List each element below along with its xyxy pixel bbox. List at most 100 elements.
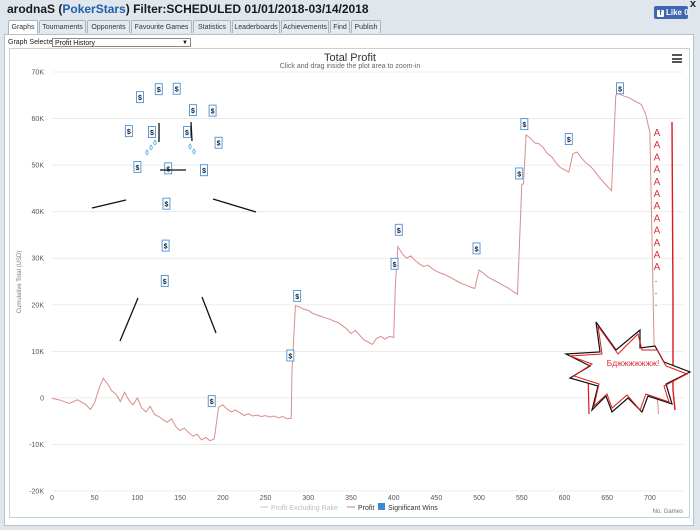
doodle-arm-left [91, 199, 127, 209]
win-flag-box [133, 160, 142, 173]
legend-label: Profit Excluding Rake [271, 505, 338, 512]
tab-favourite-games[interactable]: Favourite Games [131, 20, 192, 33]
x-tick-label: 0 [50, 495, 54, 502]
x-tick-label: 50 [91, 495, 99, 502]
tab-leaderboards[interactable]: Leaderboards [232, 20, 280, 33]
y-axis-title: Cumulative Total (USD) [17, 251, 23, 314]
dollar-icon: $ [135, 165, 139, 172]
dollar-icon: $ [210, 399, 214, 406]
dollar-icon: $ [157, 87, 161, 94]
win-flag-box [172, 82, 181, 95]
chart-container[interactable] [9, 48, 690, 518]
legend-label: Profit [358, 505, 374, 512]
significant-win-marker: $ [394, 223, 403, 236]
close-icon[interactable]: x [689, 0, 696, 10]
dollar-icon: $ [288, 353, 292, 360]
win-flag-box [207, 395, 216, 408]
dollar-icon: $ [150, 130, 154, 137]
tab-achievements[interactable]: Achievements [281, 20, 329, 33]
significant-win-marker: $ [293, 289, 302, 302]
site-link[interactable]: PokerStars [62, 2, 126, 16]
x-tick-label: 100 [132, 495, 144, 502]
tear-drop-icon [188, 143, 192, 150]
significant-win-marker: $ [200, 164, 208, 177]
tear-drop-icon [153, 139, 157, 146]
tab-find[interactable]: Find [330, 20, 350, 33]
doodle-arm-right [212, 198, 257, 213]
dollar-icon: $ [138, 95, 142, 102]
scream-dot: . [655, 274, 658, 284]
dollar-icon: $ [567, 137, 571, 144]
window-title: arodnaS (PokerStars) Filter:SCHEDULED 01… [7, 2, 369, 16]
tear-drop-icon [192, 148, 196, 155]
dollar-icon: $ [211, 109, 215, 116]
tear-drop-icon [145, 149, 149, 156]
doodle-eyebrow-right [190, 121, 193, 142]
x-tick-label: 250 [260, 495, 272, 502]
tab-opponents[interactable]: Opponents [87, 20, 130, 33]
dollar-icon: $ [164, 244, 168, 251]
significant-win-marker: $ [124, 125, 133, 138]
red-drawn-line [671, 121, 676, 411]
tab-graphs[interactable]: Graphs [8, 20, 38, 34]
y-tick-label: 30K [32, 256, 45, 263]
doodle-leg-right [201, 296, 217, 334]
y-tick-label: 0 [40, 395, 44, 402]
tab-tournaments[interactable]: Tournaments [39, 20, 86, 33]
significant-win-marker: $ [214, 136, 223, 149]
y-tick-label: 10K [32, 349, 45, 356]
tear-drop-icon [149, 144, 153, 151]
significant-win-marker: $ [133, 160, 142, 173]
tab-publish[interactable]: Publish [351, 20, 381, 33]
graph-select-dropdown[interactable]: Profit History ▼ [52, 38, 191, 47]
x-tick-label: 450 [431, 495, 443, 502]
chart-subtitle: Click and drag inside the plot area to z… [279, 63, 421, 70]
x-tick-label: 300 [302, 495, 314, 502]
dollar-icon: $ [165, 202, 169, 209]
y-tick-label: -20K [29, 489, 44, 496]
doodle-face [91, 121, 257, 342]
hamburger-menu-icon[interactable] [672, 54, 682, 63]
significant-win-marker: $ [208, 104, 217, 117]
significant-win-marker: $ [207, 395, 216, 408]
burst-star-red-outline [569, 325, 689, 411]
win-flag-box [200, 164, 208, 177]
win-flag-box [616, 82, 624, 95]
significant-win-marker: $ [164, 162, 173, 175]
legend-label: Significant Wins [388, 505, 438, 512]
x-tick-label: 200 [217, 495, 229, 502]
significant-win-marker: $ [616, 82, 624, 95]
win-flag-box [154, 83, 163, 96]
burst-text: Бджжжжжжж! [607, 358, 660, 368]
y-tick-label: -10K [29, 442, 44, 449]
scream-dot: . [655, 298, 658, 308]
dollar-icon: $ [191, 108, 195, 115]
x-tick-label: 600 [559, 495, 571, 502]
x-tick-label: 550 [516, 495, 528, 502]
win-flag-box [394, 223, 403, 236]
x-axis-title: No. Games [653, 509, 683, 515]
significant-win-marker: $ [515, 167, 524, 180]
chevron-down-icon: ▼ [182, 40, 188, 46]
significant-win-marker: $ [147, 126, 156, 138]
win-flag-box [162, 197, 171, 210]
scream-letter: A [654, 165, 661, 176]
x-tick-label: 650 [601, 495, 613, 502]
scream-letter: A [654, 201, 661, 212]
dollar-icon: $ [127, 129, 131, 136]
dollar-icon: $ [522, 122, 526, 129]
dollar-icon: $ [393, 262, 397, 269]
facebook-like-button[interactable]: f Like 0 [654, 6, 689, 19]
graph-select-value: Profit History [55, 40, 96, 47]
scream-letter: A [654, 250, 661, 261]
significant-win-marker: $ [520, 118, 529, 131]
dollar-icon: $ [517, 171, 521, 178]
x-tick-label: 150 [174, 495, 186, 502]
facebook-icon: f [657, 10, 664, 17]
tab-statistics[interactable]: Statistics [193, 20, 231, 33]
y-tick-label: 40K [32, 209, 45, 216]
chart-title: Total Profit [324, 52, 376, 64]
win-flag-box [520, 118, 529, 131]
dollar-icon: $ [475, 246, 479, 253]
